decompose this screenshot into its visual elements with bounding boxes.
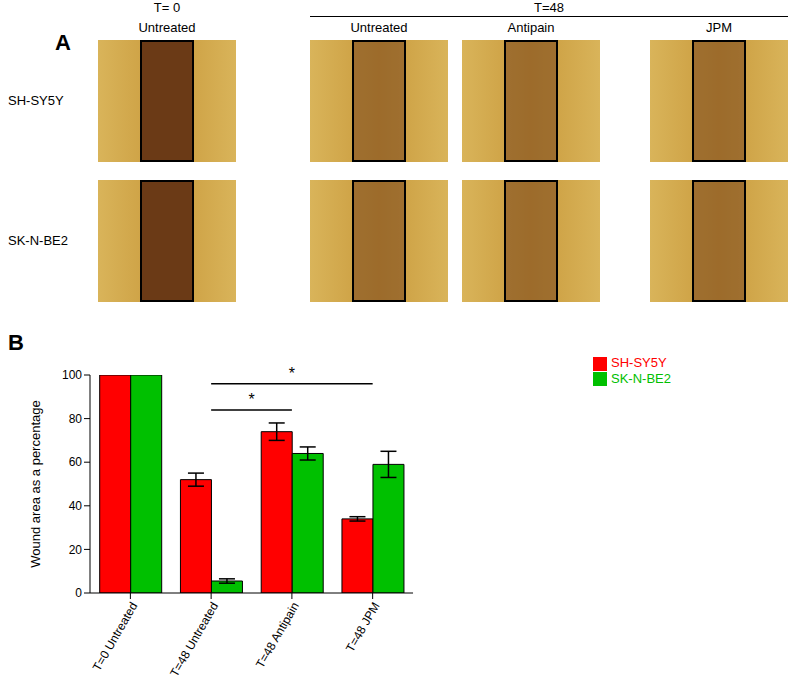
svg-text:80: 80: [69, 412, 83, 426]
html-text:B: B: [8, 330, 24, 355]
html-text:SK-N-BE2: SK-N-BE2: [611, 370, 671, 386]
svg-text:T=48 JPM: T=48 JPM: [343, 600, 383, 655]
html-text:JPM: JPM: [706, 20, 732, 35]
svg-text:60: 60: [69, 455, 83, 469]
html-text:SH-SY5Y: SH-SY5Y: [8, 93, 64, 108]
html-text:SH-SY5Y: SH-SY5Y: [611, 355, 667, 370]
html-text:SK-N-BE2: SK-N-BE2: [8, 233, 68, 248]
svg-text:40: 40: [69, 499, 83, 513]
svg-text:*: *: [248, 391, 254, 408]
svg-text:*: *: [289, 365, 295, 382]
html-text:Untreated: Untreated: [350, 20, 408, 35]
svg-text:T=48 Untreated: T=48 Untreated: [167, 600, 221, 680]
html-text:A: A: [55, 30, 71, 55]
svg-text:0: 0: [75, 586, 82, 600]
svg-text:T=48 Antipain: T=48 Antipain: [253, 600, 302, 671]
svg-text:Wound area as a percentage: Wound area as a percentage: [28, 400, 43, 567]
html-text:T= 0: T= 0: [153, 0, 181, 15]
svg-text:20: 20: [69, 543, 83, 557]
html-text:T=48: T=48: [534, 0, 564, 15]
svg-text:100: 100: [62, 368, 82, 382]
svg-text:T=0 Untreated: T=0 Untreated: [90, 600, 141, 674]
html-text:Antipain: Antipain: [507, 20, 555, 35]
html-text:Untreated: Untreated: [138, 20, 196, 35]
